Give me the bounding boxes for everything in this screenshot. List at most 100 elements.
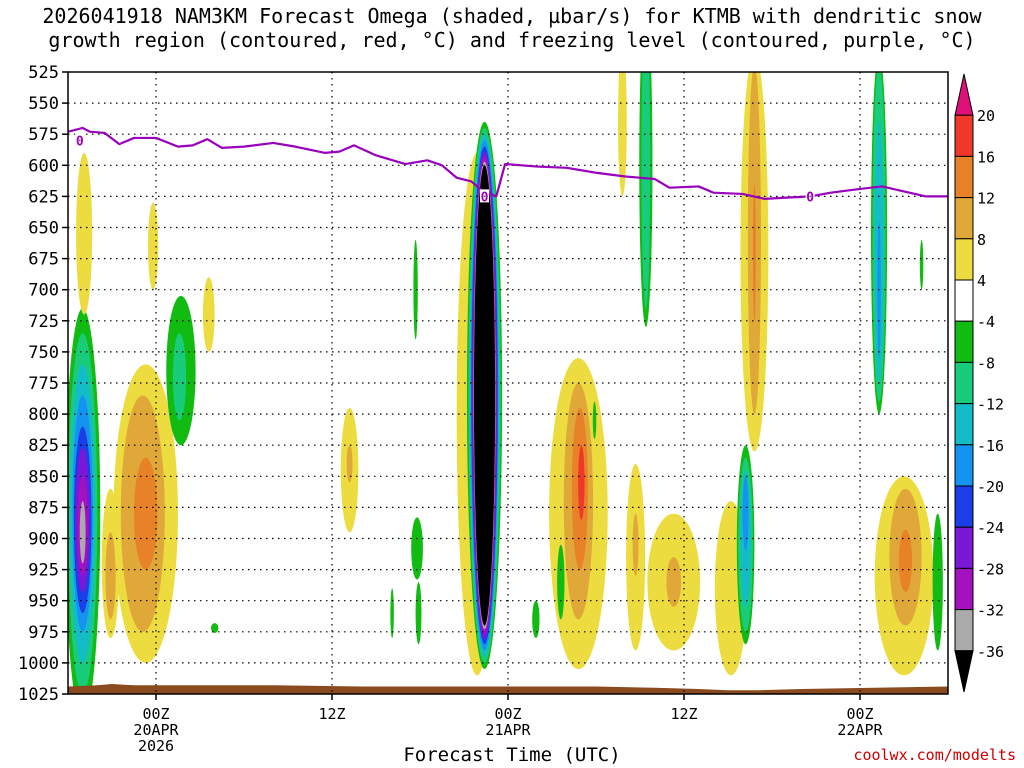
grid-layer	[68, 72, 948, 694]
omega-region-k4	[932, 513, 943, 651]
y-tick-label-525: 525	[28, 63, 59, 83]
omega-region-c4	[411, 517, 423, 580]
y-tick-label-850: 850	[28, 467, 59, 487]
y-tick-label-1000: 1000	[18, 654, 59, 674]
ground-terrain	[68, 684, 948, 694]
colorbar-bin-4	[954, 238, 974, 281]
freezing-label-bg-0	[75, 133, 85, 147]
colorbar-bin--36	[954, 609, 974, 652]
omega-region-b3	[105, 532, 116, 620]
colorbar-bin--8	[954, 320, 974, 363]
omega-region-c3	[413, 239, 418, 340]
omega-region-a8	[79, 501, 86, 564]
x-tick-label-54-0: 00Z	[846, 705, 873, 723]
colorbar-label-9: -20	[977, 478, 1004, 496]
y-tick-label-1025: 1025	[18, 685, 59, 705]
colorbar-bin--12	[954, 361, 974, 405]
y-tick-label-725: 725	[28, 312, 59, 332]
colorbar-label-6: -8	[977, 354, 995, 372]
x-tick-label-54-1: 22APR	[837, 721, 883, 739]
freezing-label-bg-1	[805, 189, 815, 203]
freezing-label-bg-2	[480, 189, 490, 203]
chart-title: 2026041918 NAM3KM Forecast Omega (shaded…	[0, 4, 1024, 52]
colorbar-bin-12	[954, 155, 974, 199]
y-tick-label-650: 650	[28, 219, 59, 239]
source-credit: coolwx.com/modelts	[853, 746, 1016, 764]
omega-region-g3	[641, 72, 651, 309]
omega-region-i5	[742, 476, 749, 551]
colorbar-bin--28	[954, 526, 974, 569]
freezing-level-layer: 0 0 0	[68, 126, 948, 205]
colorbar-label-11: -28	[977, 560, 1004, 578]
omega-region-c2	[346, 445, 353, 483]
colorbar-bin--40	[954, 650, 974, 693]
x-tick-label-18-0: 12Z	[318, 705, 345, 723]
x-tick-label-30-1: 21APR	[485, 721, 531, 739]
y-tick-label-750: 750	[28, 343, 59, 363]
omega-region-b1	[76, 152, 93, 315]
colorbar-label-4: 4	[977, 272, 986, 290]
colorbar: 20 16 12 8 4 -4 -8 -12 -16 -20 -24 -28 -32 -36	[954, 73, 1004, 693]
colorbar-bin-16	[954, 114, 974, 157]
colorbar-bin-20	[954, 73, 974, 116]
y-tick-label-775: 775	[28, 374, 59, 394]
y-tick-label-575: 575	[28, 125, 59, 145]
y-tick-label-600: 600	[28, 156, 59, 176]
omega-region-k5	[919, 239, 924, 290]
y-tick-label-875: 875	[28, 498, 59, 518]
y-tick-label-700: 700	[28, 281, 59, 301]
y-tick-label-675: 675	[28, 250, 59, 270]
omega-region-f2	[632, 513, 639, 576]
y-tick-label-825: 825	[28, 436, 59, 456]
colorbar-label-7: -12	[977, 396, 1004, 414]
y-tick-label-550: 550	[28, 94, 59, 114]
freezing-level-label-2: 0	[481, 190, 489, 205]
omega-shading-layer	[68, 72, 943, 694]
x-tick-label-42-0: 12Z	[670, 705, 697, 723]
omega-region-e7	[532, 600, 540, 639]
omega-region-b11	[211, 623, 219, 634]
colorbar-bin--4	[954, 279, 974, 322]
y-tick-label-800: 800	[28, 405, 59, 425]
omega-region-b8	[202, 277, 215, 352]
colorbar-label-3: 8	[977, 231, 986, 249]
y-tick-label-950: 950	[28, 592, 59, 612]
colorbar-bin--20	[954, 444, 974, 487]
colorbar-label-8: -16	[977, 437, 1004, 455]
x-tick-label-30-0: 00Z	[494, 705, 521, 723]
freezing-level-line	[68, 126, 948, 200]
colorbar-bin-8	[954, 197, 974, 240]
omega-region-f4	[666, 557, 682, 607]
omega-region-b7	[147, 202, 159, 290]
y-tick-label-925: 925	[28, 561, 59, 581]
y-tick-label-975: 975	[28, 623, 59, 643]
omega-region-e4	[578, 445, 585, 520]
colorbar-label-1: 16	[977, 148, 995, 166]
colorbar-bin--16	[954, 403, 974, 446]
x-axis-title: Forecast Time (UTC)	[403, 744, 621, 766]
x-tick-label-6-1: 20APR	[133, 721, 179, 739]
y-tick-label-625: 625	[28, 187, 59, 207]
ground-layer	[68, 684, 948, 694]
omega-region-g1	[618, 72, 627, 197]
axes-layer: 525 550 575 600 625 650 675 700 725 750 775 800 825 8…	[18, 63, 949, 755]
omega-region-e5	[557, 544, 565, 620]
colorbar-label-0: 20	[977, 107, 995, 125]
colorbar-label-5: -4	[977, 313, 995, 331]
colorbar-label-10: -24	[977, 519, 1004, 537]
freezing-level-label-1: 0	[806, 190, 814, 205]
omega-region-b10	[172, 333, 187, 421]
x-tick-label-6-2: 2026	[138, 737, 174, 755]
colorbar-bin--32	[954, 567, 974, 611]
x-tick-label-6-0: 00Z	[142, 705, 169, 723]
colorbar-bin--24	[954, 485, 974, 528]
omega-region-k3	[898, 529, 913, 592]
omega-region-h3	[752, 183, 756, 321]
omega-region-c6	[390, 588, 394, 639]
omega-region-b6	[134, 457, 158, 570]
chart-title-line-2: growth region (contoured, red, °C) and f…	[48, 28, 976, 52]
colorbar-label-2: 12	[977, 190, 995, 208]
freezing-level-label-0: 0	[76, 134, 84, 149]
omega-region-d10	[473, 165, 496, 626]
